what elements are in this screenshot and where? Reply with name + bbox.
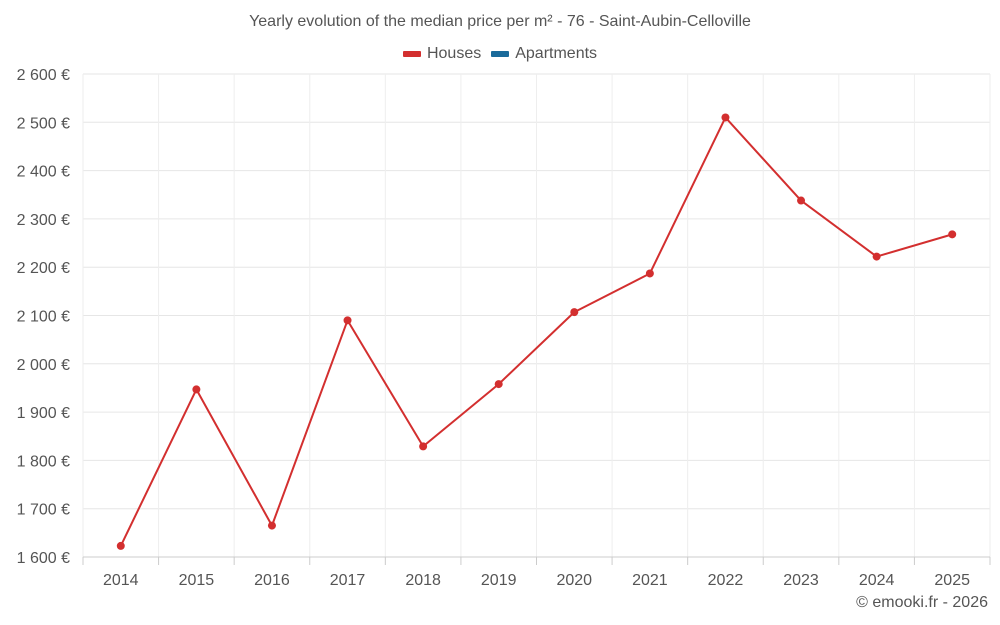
- y-tick-label: 1 600 €: [17, 550, 70, 567]
- legend-item-apartments[interactable]: Apartments: [491, 45, 597, 63]
- series-line-houses: [119, 116, 953, 547]
- data-point-houses: [494, 380, 503, 389]
- y-tick-label: 2 500 €: [17, 115, 70, 132]
- data-point-houses: [721, 113, 730, 122]
- y-tick-label: 2 600 €: [17, 67, 70, 84]
- data-point-houses: [116, 541, 125, 550]
- data-point-houses: [645, 269, 654, 278]
- x-tick-label: 2022: [708, 572, 744, 589]
- data-point-houses: [419, 442, 428, 451]
- y-tick-label: 2 000 €: [17, 357, 70, 374]
- y-tick-label: 2 400 €: [17, 164, 70, 181]
- x-tick-label: 2014: [103, 572, 139, 589]
- chart-title: Yearly evolution of the median price per…: [249, 13, 751, 30]
- x-tick-label: 2020: [556, 572, 592, 589]
- data-point-houses: [872, 252, 881, 261]
- y-tick-label: 1 800 €: [17, 453, 70, 470]
- data-point-houses: [948, 230, 957, 239]
- data-point-houses: [570, 308, 579, 317]
- data-point-houses: [343, 316, 352, 325]
- x-tick-label: 2018: [405, 572, 441, 589]
- legend-swatch-apartments: [491, 51, 510, 57]
- data-point-houses: [797, 196, 806, 205]
- y-tick-label: 2 200 €: [17, 260, 70, 277]
- x-tick-label: 2025: [934, 572, 970, 589]
- chart-legend: Houses Apartments: [0, 45, 1000, 63]
- legend-label-apartments: Apartments: [515, 45, 598, 62]
- legend-label-houses: Houses: [426, 45, 482, 62]
- legend-swatch-houses: [402, 51, 421, 57]
- y-tick-label: 2 100 €: [17, 309, 70, 326]
- x-tick-label: 2021: [632, 572, 668, 589]
- x-tick-label: 2023: [783, 572, 819, 589]
- x-tick-label: 2024: [859, 572, 895, 589]
- x-tick-label: 2019: [481, 572, 517, 589]
- x-tick-label: 2015: [179, 572, 215, 589]
- x-tick-label: 2017: [330, 572, 366, 589]
- data-point-houses: [267, 521, 276, 530]
- data-point-houses: [192, 385, 201, 394]
- y-tick-label: 2 300 €: [17, 212, 70, 229]
- legend-item-houses[interactable]: Houses: [402, 45, 482, 63]
- y-tick-label: 1 900 €: [17, 405, 70, 422]
- x-tick-label: 2016: [254, 572, 290, 589]
- y-tick-label: 1 700 €: [17, 502, 70, 519]
- copyright-credit: © emooki.fr - 2026: [856, 594, 988, 611]
